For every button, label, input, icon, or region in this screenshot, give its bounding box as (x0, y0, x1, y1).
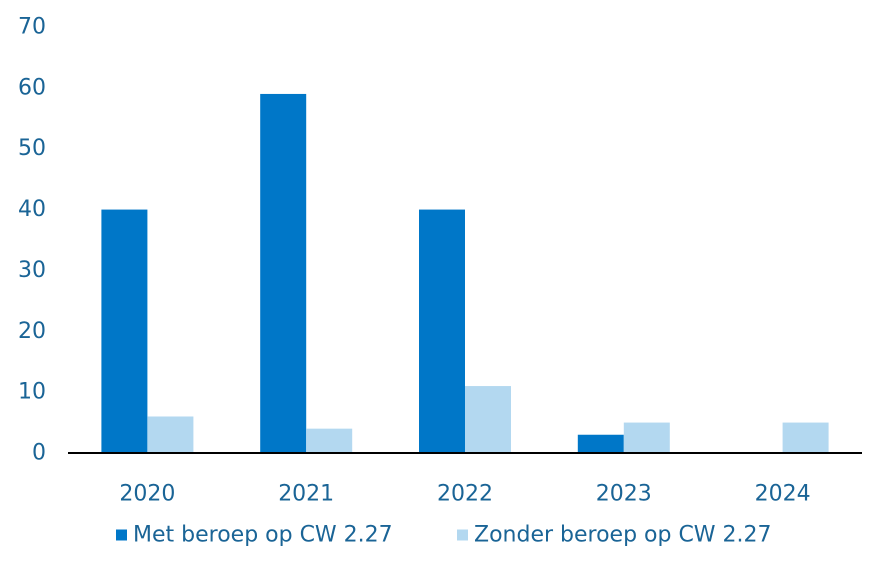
bar-zonder-2021 (306, 428, 353, 453)
y-tick-label: 30 (18, 258, 46, 283)
legend: Met beroep op CW 2.27 Zonder beroep op CW… (116, 523, 772, 548)
bars (101, 93, 829, 453)
y-tick-label: 40 (18, 197, 46, 222)
y-tick-label: 20 (18, 319, 46, 344)
y-tick-label: 60 (18, 75, 46, 100)
x-tick-label: 2022 (437, 482, 493, 507)
bar-met-2022 (419, 209, 465, 453)
legend-swatch (116, 529, 127, 541)
y-tick-label: 70 (18, 15, 46, 40)
y-axis-ticks: 0 10 20 30 40 50 60 70 (18, 15, 46, 466)
bar-met-2020 (101, 209, 148, 453)
bar-zonder-2020 (147, 416, 194, 453)
bar-met-2023 (577, 434, 624, 453)
legend-swatch (457, 529, 468, 541)
x-axis-ticks: 2020 2021 2022 2023 2024 (119, 482, 810, 507)
x-tick-label: 2021 (278, 482, 334, 507)
x-tick-label: 2023 (596, 482, 652, 507)
legend-label: Met beroep op CW 2.27 (133, 523, 393, 548)
legend-label: Zonder beroep op CW 2.27 (474, 523, 772, 548)
y-tick-label: 0 (32, 441, 46, 466)
x-tick-label: 2020 (119, 482, 175, 507)
bar-met-2021 (260, 93, 307, 453)
bar-zonder-2022 (465, 386, 511, 453)
y-tick-label: 10 (18, 380, 46, 405)
y-tick-label: 50 (18, 136, 46, 161)
x-tick-label: 2024 (755, 482, 811, 507)
bar-zonder-2024 (782, 422, 829, 453)
bar-zonder-2023 (623, 422, 670, 453)
